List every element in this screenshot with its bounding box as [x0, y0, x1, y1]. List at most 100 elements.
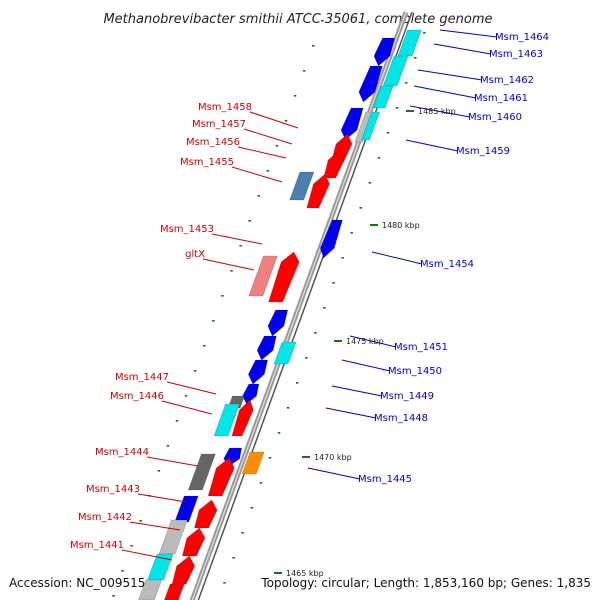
forward-gene-label: Msm_1441	[70, 540, 124, 551]
reverse-gene-label: Msm_1454	[420, 259, 474, 270]
kbp-label: 1470 kbp	[314, 453, 352, 462]
leader-line	[129, 521, 181, 531]
leader-line	[307, 467, 361, 480]
tick-mark	[414, 57, 417, 59]
gene-feature	[248, 255, 278, 297]
gene-feature	[382, 55, 409, 87]
kbp-tick	[370, 224, 378, 226]
accession-text: Accession: NC_009515	[9, 576, 145, 590]
tick-mark	[284, 120, 288, 122]
reverse-gene-label: Msm_1449	[380, 391, 434, 402]
forward-gene-label: Msm_1446	[110, 391, 164, 402]
gene-feature	[213, 403, 241, 437]
tick-mark	[221, 295, 224, 297]
leader-line	[417, 69, 483, 81]
gene-feature	[361, 111, 381, 141]
tick-mark	[312, 45, 315, 47]
leader-line	[439, 29, 498, 38]
leader-line	[231, 166, 283, 183]
tick-mark	[395, 107, 399, 109]
tick-mark	[130, 545, 133, 547]
gene-feature	[256, 335, 277, 361]
kbp-tick	[334, 340, 342, 342]
leader-line	[409, 105, 471, 118]
tick-mark	[139, 520, 142, 522]
tick-mark	[257, 195, 261, 197]
reverse-gene-label: Msm_1459	[456, 146, 510, 157]
gene-feature	[242, 383, 260, 405]
kbp-tick	[302, 456, 310, 458]
gene-feature	[267, 309, 289, 337]
reverse-gene-label: Msm_1450	[388, 366, 442, 377]
tick-mark	[350, 232, 353, 234]
topology-text: Topology: circular; Length: 1,853,160 bp…	[260, 576, 591, 590]
tick-mark	[293, 95, 297, 97]
tick-mark	[241, 532, 244, 534]
gene-feature	[241, 451, 265, 475]
reverse-gene-label: Msm_1464	[495, 32, 549, 43]
forward-gene-label: Msm_1444	[95, 447, 149, 458]
gene-feature	[306, 173, 330, 209]
tick-mark	[121, 570, 124, 572]
gene-feature	[194, 499, 218, 529]
tick-mark	[368, 182, 372, 184]
leader-line	[211, 233, 263, 245]
forward-gene-label: Msm_1447	[115, 372, 169, 383]
tick-mark	[359, 207, 363, 209]
reverse-gene-label: Msm_1451	[394, 342, 448, 353]
forward-gene-label: Msm_1455	[180, 157, 234, 168]
gene-feature	[207, 457, 235, 497]
tick-mark	[323, 307, 326, 309]
tick-mark	[166, 445, 170, 447]
gene-feature	[147, 553, 174, 581]
forward-gene-label: Msm_1457	[192, 119, 246, 130]
gene-feature	[323, 149, 345, 179]
tick-mark	[203, 345, 206, 347]
leader-line	[146, 456, 199, 467]
tick-mark	[423, 32, 426, 34]
tick-mark	[266, 170, 270, 172]
forward-gene-label: Msm_1453	[160, 224, 214, 235]
gene-feature	[182, 527, 206, 557]
tick-mark	[250, 507, 254, 509]
forward-gene-label: Msm_1456	[186, 137, 240, 148]
leader-line	[202, 258, 255, 271]
forward-gene-label: Msm_1442	[78, 512, 132, 523]
tick-mark	[341, 257, 344, 259]
forward-gene-label: Msm_1443	[86, 484, 140, 495]
leader-line	[413, 85, 477, 99]
gene-feature	[358, 65, 383, 103]
leader-line	[325, 407, 377, 419]
tick-mark	[223, 582, 226, 584]
gene-feature	[268, 251, 300, 303]
gene-feature	[247, 359, 268, 385]
tick-mark	[286, 407, 290, 409]
gene-feature	[174, 495, 199, 523]
tick-mark	[259, 482, 263, 484]
tick-mark	[305, 357, 308, 359]
tick-mark	[332, 282, 335, 284]
tick-mark	[184, 395, 188, 397]
kbp-markers: 1485 kbp 1480 kbp 1475 kbp 1470 kbp 1465 kbp	[274, 107, 456, 578]
tick-mark	[295, 382, 299, 384]
leader-line	[237, 146, 287, 159]
leader-line	[166, 381, 217, 395]
reverse-gene-label: Msm_1448	[374, 413, 428, 424]
gene-feature	[171, 555, 196, 585]
tick-mark	[239, 245, 242, 247]
forward-gene-label: Msm_1458	[198, 102, 252, 113]
gene-feature	[158, 519, 188, 555]
tick-mark	[175, 420, 179, 422]
leader-line	[331, 385, 383, 397]
gene-feature	[164, 583, 185, 600]
gene-features	[138, 29, 422, 600]
tick-mark	[193, 370, 197, 372]
kbp-tick	[406, 110, 414, 112]
gene-feature	[187, 453, 216, 491]
leader-line	[249, 111, 299, 129]
label-leader-lines	[121, 29, 498, 561]
kbp-label: 1480 kbp	[382, 221, 420, 230]
gene-labels: Msm_1458 Msm_1457 Msm_1456 Msm_1455 Msm_1453…	[70, 32, 549, 551]
tick-mark	[275, 145, 279, 147]
kbp-label: 1465 kbp	[286, 569, 324, 578]
